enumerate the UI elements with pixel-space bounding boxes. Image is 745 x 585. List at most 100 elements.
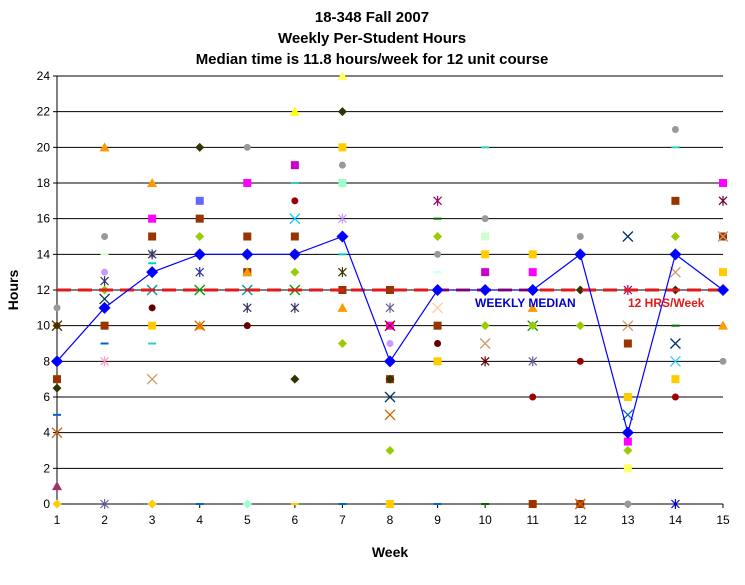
student-point [99,293,111,305]
x-tick-label: 13 [621,513,635,527]
student-point [719,357,727,365]
student-point [290,267,300,277]
student-point [243,179,252,187]
student-point [671,499,680,509]
student-point [338,179,347,187]
student-point [719,268,727,277]
student-point [576,357,584,365]
student-point [481,232,490,241]
student-point [290,232,299,241]
y-tick-label: 24 [37,69,51,83]
student-point [243,232,252,241]
x-tick-label: 9 [434,513,441,527]
student-points-layer [51,71,729,510]
student-point [384,409,396,421]
student-point [52,499,62,509]
x-tick-label: 2 [101,513,108,527]
student-point [434,250,442,258]
student-point [101,268,109,276]
student-point [195,214,204,223]
median-point [574,248,587,261]
y-tick-label: 22 [37,105,51,119]
y-tick-label: 16 [37,212,51,226]
student-point [290,374,300,384]
student-point [242,267,253,277]
student-point [337,339,347,348]
student-point [337,71,348,80]
student-point [386,340,394,347]
student-point [623,437,632,446]
x-tick-label: 3 [149,513,156,527]
median-point [241,248,254,261]
x-tick-label: 11 [526,513,539,527]
y-tick-label: 12 [37,283,51,297]
student-point [195,142,205,152]
y-axis-label: Hours [5,270,21,311]
median-point [336,230,349,243]
y-tick-label: 20 [37,140,51,154]
chart-title-line-3: Median time is 11.8 hours/week for 12 un… [196,51,549,68]
student-point [669,355,681,367]
chart-title-line-1: 18-348 Fall 2007 [315,9,429,26]
student-point [290,302,300,313]
x-tick-label: 8 [387,513,394,527]
student-point [338,267,347,278]
student-point [243,322,251,330]
y-tick-label: 14 [37,247,51,261]
median-series-layer [51,230,729,439]
student-point [147,249,157,260]
student-point [338,161,346,169]
student-point [147,499,157,509]
y-tick-label: 2 [43,461,50,475]
y-tick-label: 4 [43,426,50,440]
student-point [528,500,537,508]
student-point [53,304,61,312]
y-tick-label: 8 [43,354,50,368]
x-tick-label: 12 [574,513,588,527]
y-tick-label: 0 [43,497,50,511]
student-point [384,391,396,403]
student-point [574,498,586,510]
student-point [386,500,394,508]
x-tick-label: 4 [196,513,203,527]
student-point [289,106,300,116]
student-point [291,197,299,205]
x-tick-label: 1 [54,513,61,527]
median-point [669,248,682,261]
x-axis-label: Week [372,544,409,560]
median-point [526,284,539,296]
student-point [385,374,395,384]
student-point [100,276,109,287]
student-point [671,393,679,401]
student-point [528,356,538,367]
student-point [528,250,537,259]
median-point [98,301,111,314]
median-point [621,426,634,439]
student-point [52,383,62,393]
x-tick-label: 5 [244,513,251,527]
student-point [338,213,347,224]
student-point [432,302,444,314]
student-point [575,285,585,295]
y-tick-label: 18 [37,176,51,190]
student-point [51,320,63,332]
student-point [481,215,489,223]
student-point [717,231,729,242]
student-point [528,321,538,331]
student-point [671,375,680,384]
student-point [148,304,156,312]
student-point [527,302,538,312]
student-point [337,302,348,312]
student-point [289,213,301,225]
student-point [385,446,395,455]
student-point [528,268,537,277]
student-point [52,481,62,491]
median-point [193,248,206,261]
student-point [195,267,205,278]
student-point [384,320,396,332]
median-point [384,355,396,368]
student-point [194,284,206,296]
student-point [719,179,727,187]
